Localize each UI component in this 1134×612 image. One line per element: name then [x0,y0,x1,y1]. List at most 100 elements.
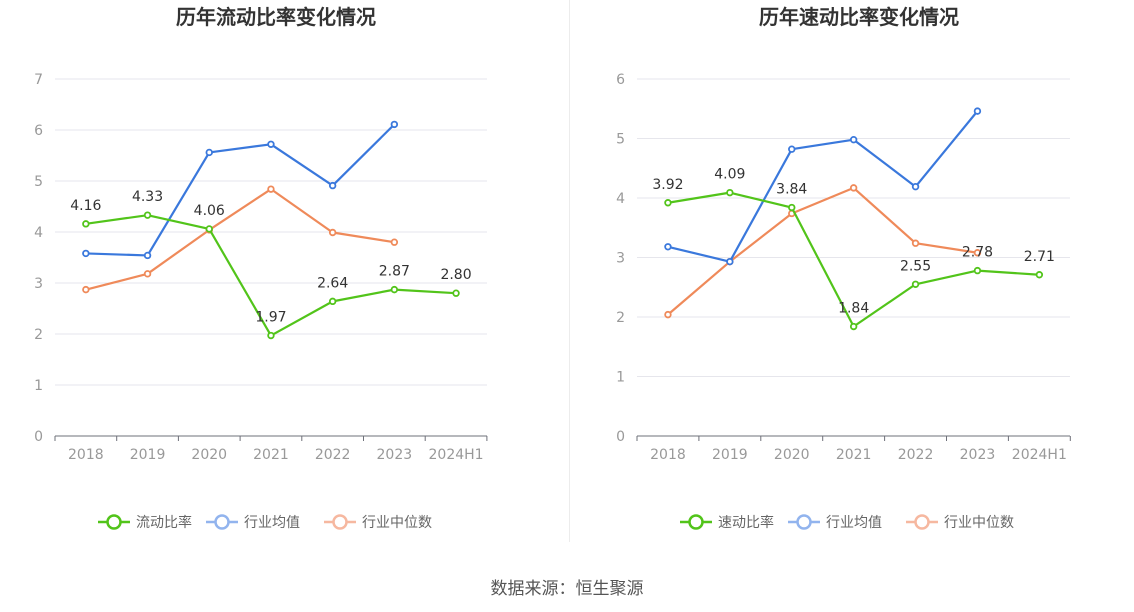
y-tick-label: 0 [34,429,43,445]
x-tick-label: 2023 [960,447,996,463]
x-tick-label: 2019 [712,447,748,463]
x-tick-label: 2020 [774,447,810,463]
legend-marker [332,514,348,530]
series-line-1 [85,123,396,257]
data-point [973,107,982,115]
data-label: 2.64 [317,275,348,291]
data-label: 4.33 [132,189,163,205]
legend-item: 行业中位数 [324,514,432,531]
data-label: 2.87 [379,264,410,280]
y-tick-label: 6 [616,72,625,88]
legend-label: 行业均值 [826,515,882,531]
data-point [82,249,90,258]
data-point [205,148,213,157]
data-point [788,145,796,153]
series-line-1 [667,110,979,263]
quick-ratio-chart: 历年速动比率变化情况 0 1 2 3 4 5 6 2018 2019 2020 2021 2022 202… [616,5,1071,531]
legend-label: 行业中位数 [944,515,1014,531]
data-point [726,257,734,266]
y-tick-label: 3 [34,276,43,292]
data-point [911,239,920,247]
y-tick-label: 4 [616,191,625,207]
x-tick-label: 2021 [253,447,289,463]
x-tick-label: 2024H1 [429,447,484,463]
data-point [1035,271,1044,279]
data-point [143,211,152,219]
legend-item: 速动比率 [680,514,774,531]
data-point [664,199,672,207]
data-label: 2.55 [900,258,931,274]
legend-label: 行业均值 [244,515,300,531]
legend-label: 速动比率 [718,514,774,531]
data-point [328,181,337,190]
data-label: 2.71 [1024,249,1055,265]
y-tick-label: 4 [34,225,43,241]
data-point [390,285,399,294]
data-point [82,220,90,228]
data-label: 4.06 [194,203,225,219]
legend-item: 行业均值 [206,514,300,531]
legend-item: 流动比率 [98,514,192,531]
data-point [849,184,858,192]
data-point [390,120,399,129]
data-point [788,203,796,212]
data-label: 3.84 [776,182,807,198]
y-tick-label: 2 [34,327,43,343]
x-tick-label: 2019 [130,447,166,463]
data-point [911,280,920,288]
legend-marker [688,514,704,530]
y-tick-label: 5 [616,132,625,148]
series-line-2 [667,186,978,316]
y-tick-label: 1 [616,370,625,386]
data-point [267,331,275,340]
data-point [911,182,920,191]
data-point [390,238,399,246]
data-point [973,266,982,275]
y-tick-label: 0 [616,429,625,445]
x-tick-label: 2018 [650,447,686,463]
x-tick-label: 2018 [68,447,104,463]
data-label: 3.92 [652,177,683,193]
data-point [849,135,858,144]
x-tick-label: 2022 [315,447,351,463]
legend-item: 行业中位数 [906,514,1014,531]
data-point [267,140,275,148]
data-point [143,270,152,278]
x-tick-label: 2021 [836,447,872,463]
y-tick-label: 5 [34,174,43,190]
data-point [973,249,982,257]
data-label: 1.84 [838,301,869,317]
data-label: 1.97 [255,310,286,326]
y-tick-label: 1 [34,378,43,394]
data-point [328,228,337,237]
legend-marker [796,514,812,530]
y-tick-label: 6 [34,123,43,139]
current-ratio-chart: 历年流动比率变化情况 0 1 2 3 4 5 6 7 2018 2019 2020 2021 2022 20… [34,5,488,531]
y-tick-label: 3 [616,251,625,267]
data-point [726,188,734,197]
data-point [143,251,152,260]
data-point [452,289,460,297]
y-tick-label: 7 [34,72,43,88]
data-source-note: 数据来源：恒生聚源 [490,579,644,599]
legend-marker [914,514,930,530]
legend-marker [214,514,230,530]
data-point [205,225,213,233]
x-tick-label: 2023 [377,447,413,463]
data-label: 2.78 [962,245,993,261]
data-label: 4.16 [70,198,101,214]
data-point [664,243,672,251]
data-label: 4.09 [714,167,745,183]
chart-title: 历年流动比率变化情况 [176,5,376,29]
legend-marker [106,514,122,530]
data-label: 2.80 [440,267,471,283]
data-point [267,185,275,193]
chart-title: 历年速动比率变化情况 [759,5,959,29]
data-point [82,285,90,294]
y-tick-label: 2 [616,310,625,326]
data-point [849,322,858,331]
legend-label: 流动比率 [136,514,192,531]
x-tick-label: 2020 [191,447,227,463]
x-tick-label: 2024H1 [1012,447,1067,463]
